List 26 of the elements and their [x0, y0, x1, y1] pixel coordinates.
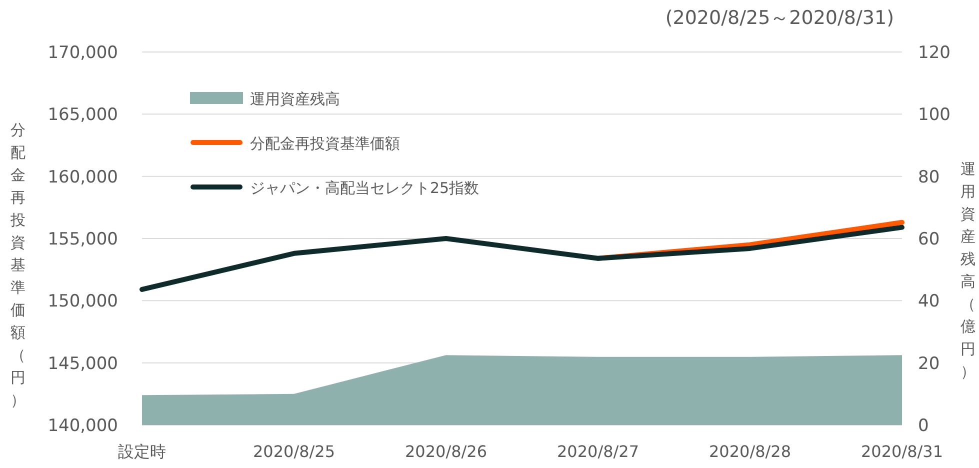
y2-axis-title: 運用資産残高（億円） — [960, 160, 976, 380]
chart-subtitle: (2020/8/25～2020/8/31) — [665, 7, 894, 29]
y-tick-label: 150,000 — [48, 292, 118, 312]
y-axis-title: 分配金再投資基準価額（円） — [10, 121, 26, 409]
legend-label: 運用資産残高 — [250, 90, 340, 108]
y-tick-label: 155,000 — [48, 230, 118, 250]
y2-tick-label: 100 — [918, 105, 950, 126]
y2-tick-label: 60 — [918, 230, 940, 250]
y-tick-label: 145,000 — [48, 354, 118, 374]
y-tick-label: 140,000 — [48, 416, 118, 436]
y-tick-label: 165,000 — [48, 105, 118, 126]
y2-tick-label: 80 — [918, 167, 940, 188]
y2-tick-label: 0 — [918, 416, 929, 436]
x-tick-label: 2020/8/26 — [404, 442, 488, 461]
legend-label: 分配金再投資基準価額 — [250, 134, 400, 152]
y2-tick-label: 120 — [918, 43, 950, 63]
y-tick-label: 170,000 — [48, 43, 118, 63]
legend-label: ジャパン・高配当セレクト25指数 — [250, 179, 480, 197]
y2-tick-label: 40 — [918, 292, 940, 312]
x-tick-label: 2020/8/28 — [708, 442, 792, 461]
x-tick-label: 2020/8/27 — [556, 442, 640, 461]
x-tick-label: 2020/8/25 — [252, 442, 336, 461]
x-tick-label: 2020/8/31 — [860, 442, 944, 461]
x-tick-label: 設定時 — [118, 442, 166, 461]
y2-tick-label: 20 — [918, 354, 940, 374]
y-tick-label: 160,000 — [48, 167, 118, 188]
